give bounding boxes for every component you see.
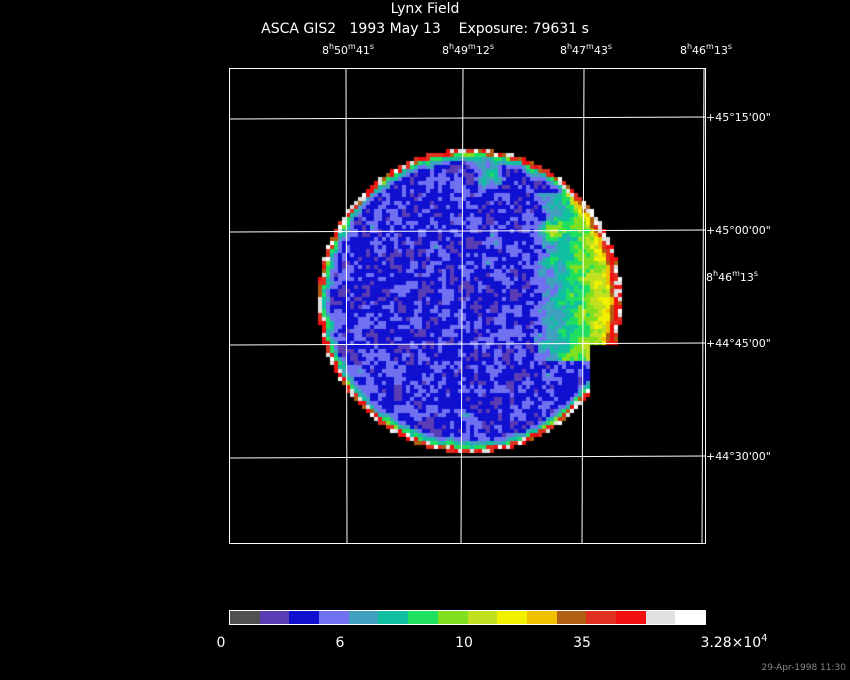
colorbar-swatch [230, 611, 260, 624]
colorbar-swatch [437, 611, 468, 624]
dec-grid-line [230, 116, 705, 120]
ra-label: 8h46m13s [679, 42, 733, 57]
ra-label: 8h47m43s [559, 42, 613, 57]
coordinate-grid [230, 69, 705, 543]
ra-label: 8h50m41s [321, 42, 375, 57]
colorbar-swatch [615, 611, 646, 624]
ra-grid-line [701, 69, 705, 543]
colorbar-swatch [497, 611, 527, 624]
colorbar-swatch [259, 611, 290, 624]
dec-grid-line [230, 229, 705, 233]
colorbar-tick-label: 35 [573, 635, 591, 651]
ra-label: 8h49m12s [441, 42, 495, 57]
colorbar-swatch [586, 611, 616, 624]
colorbar-swatch [319, 611, 349, 624]
colorbar-swatch [675, 611, 705, 624]
xray-image-panel [229, 68, 706, 544]
image-subtitle: ASCA GIS2 1993 May 13 Exposure: 79631 s [261, 21, 589, 37]
colorbar-swatch [408, 611, 438, 624]
dec-label: +44°45'00" [706, 337, 771, 350]
xray-intensity-map [230, 69, 705, 543]
side-ra-label: 8h46m13s [706, 269, 759, 284]
dec-label: +44°30'00" [706, 450, 771, 463]
colorbar-swatch [378, 611, 409, 624]
colorbar-swatch [645, 611, 676, 624]
colorbar-swatch [348, 611, 379, 624]
colorbar-swatch [467, 611, 498, 624]
dec-grid-line [230, 342, 705, 346]
colorbar-max-label: 3.28×104 [700, 633, 768, 651]
colorbar-tick-label: 0 [216, 635, 226, 651]
intensity-colorbar [229, 610, 706, 625]
ra-grid-line [581, 69, 585, 543]
colorbar-swatch [526, 611, 557, 624]
dec-grid-line [230, 455, 705, 459]
colorbar-tick-label: 10 [455, 635, 473, 651]
ra-grid-line [460, 69, 464, 543]
colorbar-swatch [556, 611, 587, 624]
dec-label: +45°15'00" [706, 111, 771, 124]
colorbar-tick-label: 6 [335, 635, 345, 651]
ra-grid-line [345, 69, 348, 543]
timestamp: 29-Apr-1998 11:30 [761, 663, 846, 673]
colorbar-swatch [289, 611, 320, 624]
image-title: Lynx Field [390, 1, 460, 17]
dec-label: +45°00'00" [706, 224, 771, 237]
